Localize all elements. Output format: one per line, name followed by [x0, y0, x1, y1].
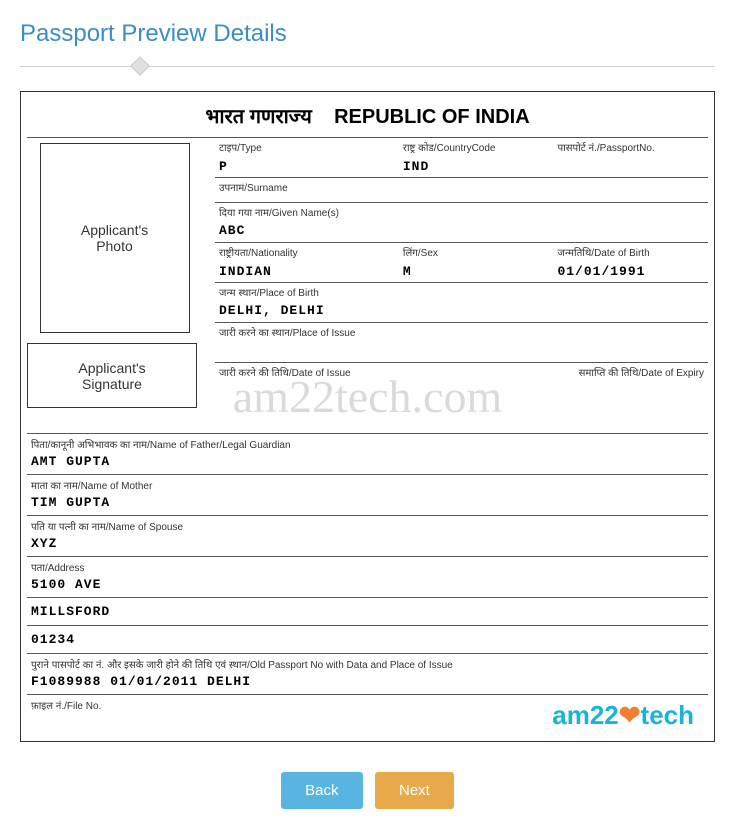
- passport-preview-box: भारत गणराज्य REPUBLIC OF INDIA Applicant…: [20, 91, 715, 742]
- label-given-names: दिया गया नाम/Given Name(s): [215, 203, 708, 221]
- value-surname: [215, 196, 708, 202]
- brand-part3: tech: [641, 700, 694, 730]
- applicant-signature-placeholder: Applicant's Signature: [27, 343, 197, 408]
- label-dob: जन्मतिथि/Date of Birth: [553, 243, 708, 261]
- label-passport-no: पासपोर्ट नं./PassportNo.: [553, 138, 708, 156]
- value-place-of-birth: DELHI, DELHI: [215, 301, 708, 322]
- value-sex: M: [399, 261, 554, 282]
- passport-header: भारत गणराज्य REPUBLIC OF INDIA: [27, 98, 708, 137]
- label-sex: लिंग/Sex: [399, 243, 554, 261]
- applicant-photo-placeholder: Applicant's Photo: [40, 143, 190, 333]
- label-surname: उपनाम/Surname: [215, 178, 708, 196]
- value-given-names: ABC: [215, 221, 708, 242]
- label-spouse: पति या पत्नी का नाम/Name of Spouse: [27, 516, 708, 534]
- label-place-of-issue: जारी करने का स्थान/Place of Issue: [215, 323, 708, 341]
- brand-heart-icon: ❤: [619, 700, 641, 730]
- next-button[interactable]: Next: [375, 772, 454, 809]
- value-mother: TIM GUPTA: [27, 493, 708, 515]
- value-spouse: XYZ: [27, 534, 708, 556]
- value-nationality: INDIAN: [215, 261, 399, 282]
- value-passport-no: [553, 156, 708, 177]
- header-hindi: भारत गणराज्य: [205, 106, 312, 128]
- details-column: टाइप/Type राष्ट्र कोड/CountryCode पासपोर…: [207, 138, 708, 413]
- value-old-passport: F1089988 01/01/2011 DELHI: [27, 672, 708, 694]
- back-button[interactable]: Back: [281, 772, 362, 809]
- label-nationality: राष्ट्रीयता/Nationality: [215, 243, 399, 261]
- header-english: REPUBLIC OF INDIA: [334, 106, 530, 128]
- value-dob: 01/01/1991: [553, 261, 708, 282]
- value-address3: 01234: [27, 626, 708, 654]
- divider: [20, 56, 715, 76]
- lower-section: पिता/कानूनी अभिभावक का नाम/Name of Fathe…: [27, 433, 708, 735]
- value-country-code: IND: [399, 156, 554, 177]
- button-bar: Back Next: [20, 772, 715, 809]
- value-date-of-expiry: [462, 381, 709, 402]
- brand-part1: am22: [552, 700, 619, 730]
- value-date-of-issue: [215, 381, 462, 402]
- label-place-of-birth: जन्म स्थान/Place of Birth: [215, 283, 708, 301]
- label-mother: माता का नाम/Name of Mother: [27, 475, 708, 493]
- label-date-of-expiry: समाप्ति की तिथि/Date of Expiry: [462, 363, 709, 381]
- value-address2: MILLSFORD: [27, 598, 708, 626]
- page-title: Passport Preview Details: [20, 20, 715, 48]
- label-type: टाइप/Type: [215, 138, 399, 156]
- value-father: AMT GUPTA: [27, 452, 708, 474]
- label-address: पता/Address: [27, 557, 708, 575]
- label-country-code: राष्ट्र कोड/CountryCode: [399, 138, 554, 156]
- label-old-passport: पुराने पासपोर्ट का नं. और इसके जारी होने…: [27, 654, 708, 672]
- value-place-of-issue: [215, 341, 708, 362]
- label-father: पिता/कानूनी अभिभावक का नाम/Name of Fathe…: [27, 434, 708, 452]
- brand-logo: am22❤tech: [552, 700, 694, 731]
- value-type: P: [215, 156, 399, 177]
- label-date-of-issue: जारी करने की तिथि/Date of Issue: [215, 363, 462, 381]
- value-address1: 5100 AVE: [27, 575, 708, 597]
- diamond-icon: [130, 56, 150, 76]
